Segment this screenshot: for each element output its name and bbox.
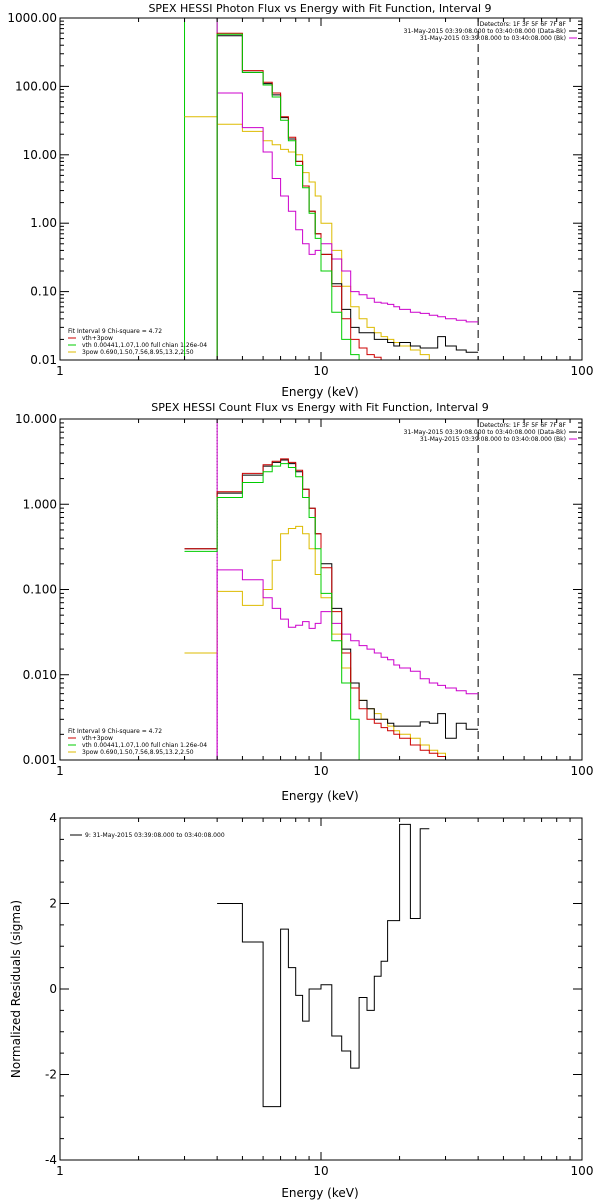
count-flux-x-axis-label: Energy (keV) (281, 789, 358, 803)
residuals-y-tick-label: -4 (45, 1153, 57, 1167)
residuals-x-axis-label: Energy (keV) (281, 1186, 358, 1200)
photon-flux-legend-text: 31-May-2015 03:39:08.000 to 03:40:08.000… (404, 28, 566, 35)
count-flux-series-2 (184, 459, 479, 739)
photon-flux-series-4 (216, 33, 360, 360)
count-flux-panel: SPEX HESSI Count Flux vs Energy with Fit… (15, 401, 593, 803)
residuals-panel: 1 10 100 -4 -2 0 2 4 9: 31-May-2015 03:39:08.000… (9, 811, 593, 1200)
count-flux-legend-text: 31-May-2015 03:39:08.000 to 03:40:08.000… (420, 436, 566, 443)
photon-flux-legend-text: Detectors: 1F 3F 5F 6F 7F 8F (480, 21, 567, 28)
photon-flux-x-tick-label: 10 (313, 364, 328, 378)
count-flux-data-group (184, 419, 479, 760)
count-flux-plot-area: 1 10 100 0.001 0.010 0.100 1.000 10.000 Detector… (15, 412, 593, 778)
photon-flux-legend-text: 31-May-2015 03:39:08.000 to 03:40:08.000… (420, 35, 566, 42)
photon-flux-y-tick-label: 10.00 (23, 148, 57, 162)
count-flux-legend-text: 31-May-2015 03:39:08.000 to 03:40:08.000… (404, 429, 566, 436)
count-flux-y-tick-label: 0.010 (23, 668, 57, 682)
count-flux-series-1 (216, 569, 479, 760)
photon-flux-panel: SPEX HESSI Photon Flux vs Energy with Fi… (7, 2, 593, 399)
residuals-x-tick-label: 10 (313, 1164, 328, 1178)
count-flux-fit-text: vth+3pow (82, 735, 113, 742)
photon-flux-fit-text: Fit Interval 9 Chi-square = 4.72 (68, 328, 162, 335)
residuals-legend-text: 9: 31-May-2015 03:39:08.000 to 03:40:08.… (85, 832, 225, 839)
photon-flux-title: SPEX HESSI Photon Flux vs Energy with Fi… (148, 2, 491, 15)
photon-flux-y-tick-label: 1000.00 (7, 11, 57, 25)
count-flux-title: SPEX HESSI Count Flux vs Energy with Fit… (151, 401, 488, 414)
residuals-x-tick-label: 100 (571, 1164, 594, 1178)
count-flux-y-tick-label: 1.000 (23, 497, 57, 511)
count-flux-fit-text: Fit Interval 9 Chi-square = 4.72 (68, 728, 162, 735)
residuals-y-tick-label: 4 (49, 811, 57, 825)
count-flux-fit-text: vth 0.00441,1.07,1.00 full chian 1.26e-0… (82, 742, 207, 749)
photon-flux-y-tick-label: 100.00 (15, 79, 57, 93)
count-flux-x-tick-label: 1 (56, 764, 64, 778)
count-flux-legend-text: Detectors: 1F 3F 5F 6F 7F 8F (480, 422, 567, 429)
count-flux-x-tick-label: 100 (571, 764, 594, 778)
photon-flux-x-tick-label: 1 (56, 364, 64, 378)
photon-flux-series-1 (216, 92, 479, 360)
photon-flux-fit-text: vth 0.00441,1.07,1.00 full chian 1.26e-0… (82, 342, 207, 349)
photon-flux-y-tick-label: 1.00 (30, 216, 57, 230)
photon-flux-frame (59, 17, 583, 361)
residuals-series-0 (217, 823, 430, 1108)
photon-flux-fit-text: 3pow 0.690,1.50,7.56,8.95,13.2,2.50 (82, 349, 194, 356)
count-flux-x-tick-label: 10 (313, 764, 328, 778)
photon-flux-y-tick-label: 0.10 (30, 285, 57, 299)
residuals-x-tick-label: 1 (56, 1164, 64, 1178)
residuals-data-group (217, 823, 430, 1108)
photon-flux-x-axis-label: Energy (keV) (281, 385, 358, 399)
residuals-y-axis-label: Normalized Residuals (sigma) (9, 900, 23, 1078)
residuals-frame (59, 817, 583, 1161)
residuals-y-tick-label: 2 (49, 897, 57, 911)
photon-flux-y-tick-label: 0.01 (30, 353, 57, 367)
count-flux-series-4 (184, 463, 360, 760)
count-flux-y-tick-label: 0.100 (23, 583, 57, 597)
photon-flux-fit-text: vth+3pow (82, 335, 113, 342)
count-flux-y-tick-label: 0.001 (23, 753, 57, 767)
photon-flux-data-group (184, 18, 479, 360)
residuals-y-tick-label: -2 (45, 1068, 57, 1082)
count-flux-frame (59, 418, 583, 761)
photon-flux-x-tick-label: 100 (571, 364, 594, 378)
count-flux-y-tick-label: 10.000 (15, 412, 57, 426)
residuals-y-tick-label: 0 (49, 982, 57, 996)
count-flux-fit-text: 3pow 0.690,1.50,7.56,8.95,13.2,2.50 (82, 749, 194, 756)
photon-flux-plot-area: 1 10 100 0.01 0.10 1.00 10.00 100.00 1000.00 Dete… (7, 11, 593, 378)
